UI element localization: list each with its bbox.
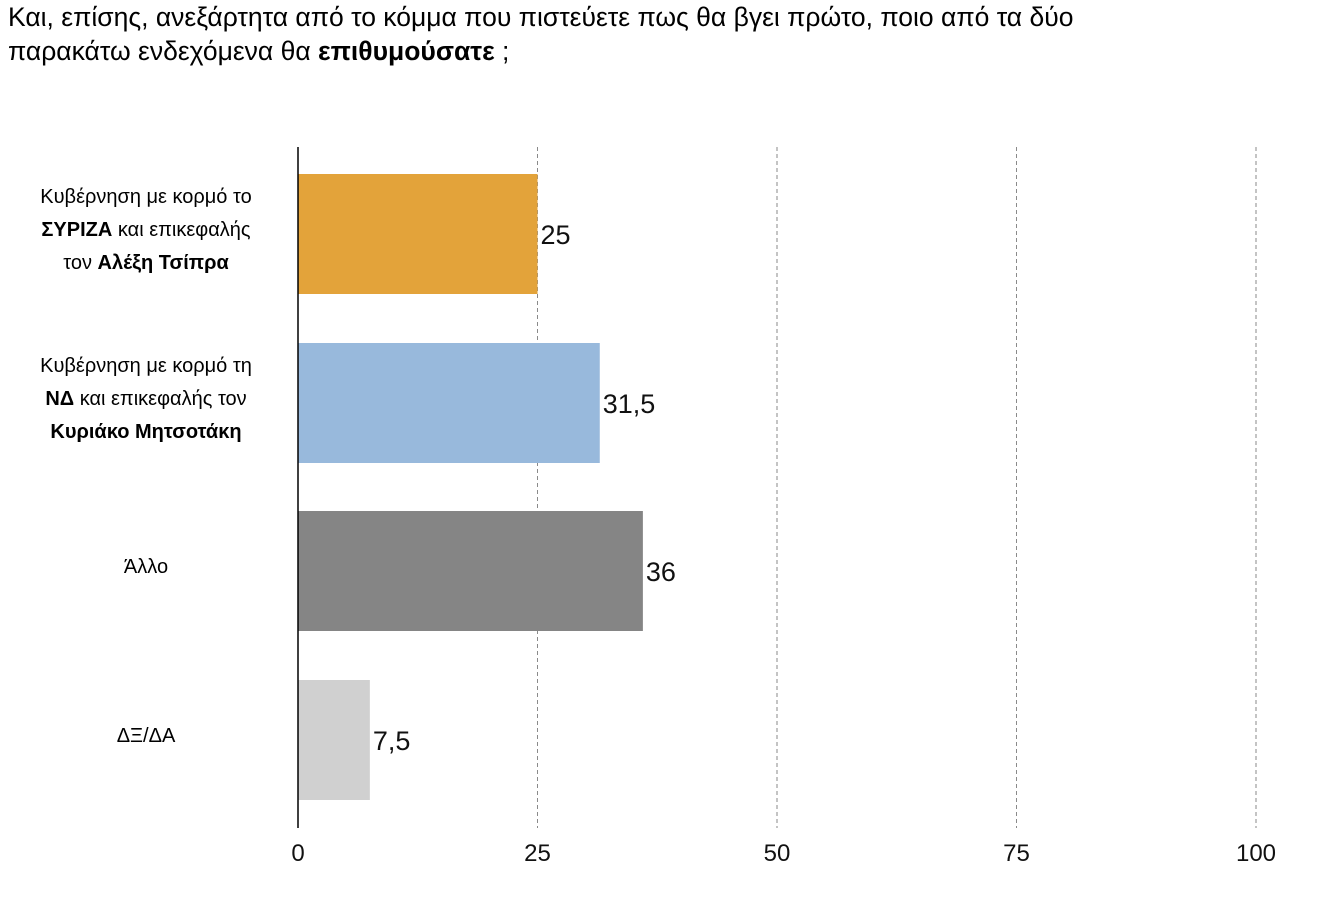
category-label-emphasis: Κυριάκο Μητσοτάκη	[50, 420, 242, 443]
category-label-emphasis: ΣΥΡΙΖΑ	[41, 218, 113, 241]
category-label-emphasis: Αλέξη Τσίπρα	[97, 251, 229, 274]
category-label-text: και επικεφαλής τον	[74, 387, 247, 410]
category-label-line: ΝΔ και επικεφαλής τον	[0, 383, 296, 416]
category-label-line: ΣΥΡΙΖΑ και επικεφαλής	[0, 214, 296, 247]
category-label: ΔΞ/ΔΑ	[0, 720, 296, 753]
category-label-emphasis: ΝΔ	[45, 387, 75, 410]
category-label-line: τον Αλέξη Τσίπρα	[0, 247, 296, 280]
category-label-line: Κυριάκο Μητσοτάκη	[0, 416, 296, 449]
bar	[298, 174, 538, 294]
category-label-line: Κυβέρνηση με κορμό το	[0, 181, 296, 214]
x-tick-label: 100	[1236, 840, 1276, 867]
value-label: 31,5	[603, 389, 656, 419]
bar	[298, 680, 370, 800]
category-label-line: Άλλο	[0, 551, 296, 584]
category-label-line: Κυβέρνηση με κορμό τη	[0, 350, 296, 383]
category-label-text: Κυβέρνηση με κορμό τη	[40, 354, 252, 377]
question-line-1: Και, επίσης, ανεξάρτητα από το κόμμα που…	[8, 2, 1074, 32]
question-title: Και, επίσης, ανεξάρτητα από το κόμμα που…	[8, 0, 1308, 68]
value-label: 36	[646, 557, 676, 587]
value-label: 25	[541, 220, 571, 250]
question-line-2-suffix: ;	[494, 36, 510, 66]
category-label: Κυβέρνηση με κορμό το ΣΥΡΙΖΑ και επικεφαλ…	[0, 181, 296, 280]
category-label-text: ΔΞ/ΔΑ	[116, 724, 176, 747]
category-label-text: Κυβέρνηση με κορμό το	[40, 185, 252, 208]
question-emphasis: επιθυμούσατε	[318, 36, 495, 66]
category-label-text: και επικεφαλής	[112, 218, 251, 241]
question-line-2: παρακάτω ενδεχόμενα θα επιθυμούσατε ;	[8, 34, 1308, 68]
category-label-text: Άλλο	[123, 555, 169, 578]
x-tick-label: 0	[291, 840, 304, 867]
category-label-line: ΔΞ/ΔΑ	[0, 720, 296, 753]
bar	[298, 511, 643, 631]
category-label: Κυβέρνηση με κορμό τη ΝΔ και επικεφαλής τ…	[0, 350, 296, 449]
x-tick-label: 75	[1003, 840, 1030, 867]
x-tick-label: 50	[764, 840, 791, 867]
category-label-text: τον	[63, 251, 98, 274]
bar	[298, 343, 600, 463]
question-line-2-prefix: παρακάτω ενδεχόμενα θα	[8, 36, 319, 66]
value-label: 7,5	[373, 726, 411, 756]
x-tick-label: 25	[524, 840, 551, 867]
category-label: Άλλο	[0, 551, 296, 584]
